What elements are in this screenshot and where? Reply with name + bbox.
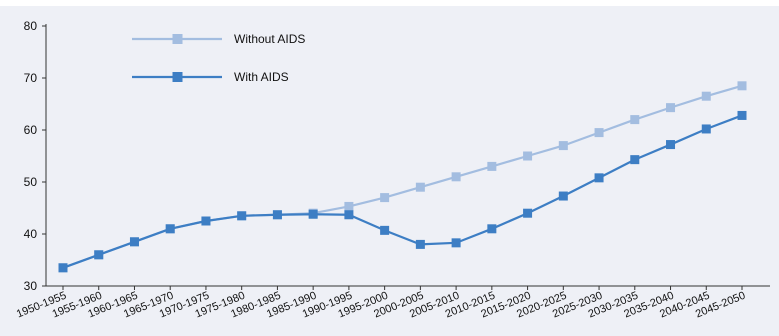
legend-label: With AIDS xyxy=(234,70,289,84)
data-point xyxy=(666,103,676,113)
data-point xyxy=(630,115,640,125)
data-point xyxy=(344,201,354,211)
y-axis-ticks: 30 40 50 60 70 80 xyxy=(24,19,46,293)
top-strip xyxy=(0,0,779,6)
series-line xyxy=(62,114,743,269)
data-point xyxy=(451,238,461,248)
x-axis-ticks: 1950-19551955-19601960-19651965-19701970… xyxy=(15,286,747,320)
data-point xyxy=(129,237,139,247)
data-point xyxy=(558,141,568,151)
y-tick-label: 50 xyxy=(24,175,38,189)
legend-marker xyxy=(172,72,183,82)
data-point xyxy=(415,239,425,249)
legend: Without AIDS With AIDS xyxy=(132,32,305,84)
data-point xyxy=(737,110,747,120)
data-point xyxy=(487,161,497,171)
data-point xyxy=(201,216,211,226)
data-point xyxy=(165,224,175,234)
data-point xyxy=(94,250,104,260)
axes xyxy=(45,24,770,287)
data-point xyxy=(737,81,747,91)
data-point xyxy=(415,182,425,192)
series-line xyxy=(62,84,743,269)
y-tick-label: 30 xyxy=(24,279,38,293)
data-point xyxy=(594,128,604,138)
data-point xyxy=(523,151,533,161)
data-point xyxy=(594,173,604,183)
data-point xyxy=(237,211,247,221)
data-point xyxy=(558,191,568,201)
data-point xyxy=(666,140,676,150)
data-point xyxy=(701,91,711,101)
data-point xyxy=(380,225,390,235)
data-point xyxy=(344,210,354,220)
data-point xyxy=(487,224,497,234)
data-point xyxy=(380,193,390,203)
data-point xyxy=(451,172,461,182)
data-point xyxy=(630,155,640,165)
series-without-aids xyxy=(58,81,747,273)
data-point xyxy=(58,263,68,273)
data-point xyxy=(272,210,282,220)
y-tick-label: 60 xyxy=(24,123,38,137)
series-with-aids xyxy=(58,110,747,273)
data-point xyxy=(308,209,318,219)
y-tick-label: 80 xyxy=(24,19,38,33)
y-tick-label: 40 xyxy=(24,227,38,241)
legend-marker xyxy=(172,34,183,44)
y-tick-label: 70 xyxy=(24,71,38,85)
data-point xyxy=(523,208,533,218)
legend-label: Without AIDS xyxy=(234,32,305,46)
series-layer xyxy=(58,81,747,273)
data-point xyxy=(701,124,711,134)
